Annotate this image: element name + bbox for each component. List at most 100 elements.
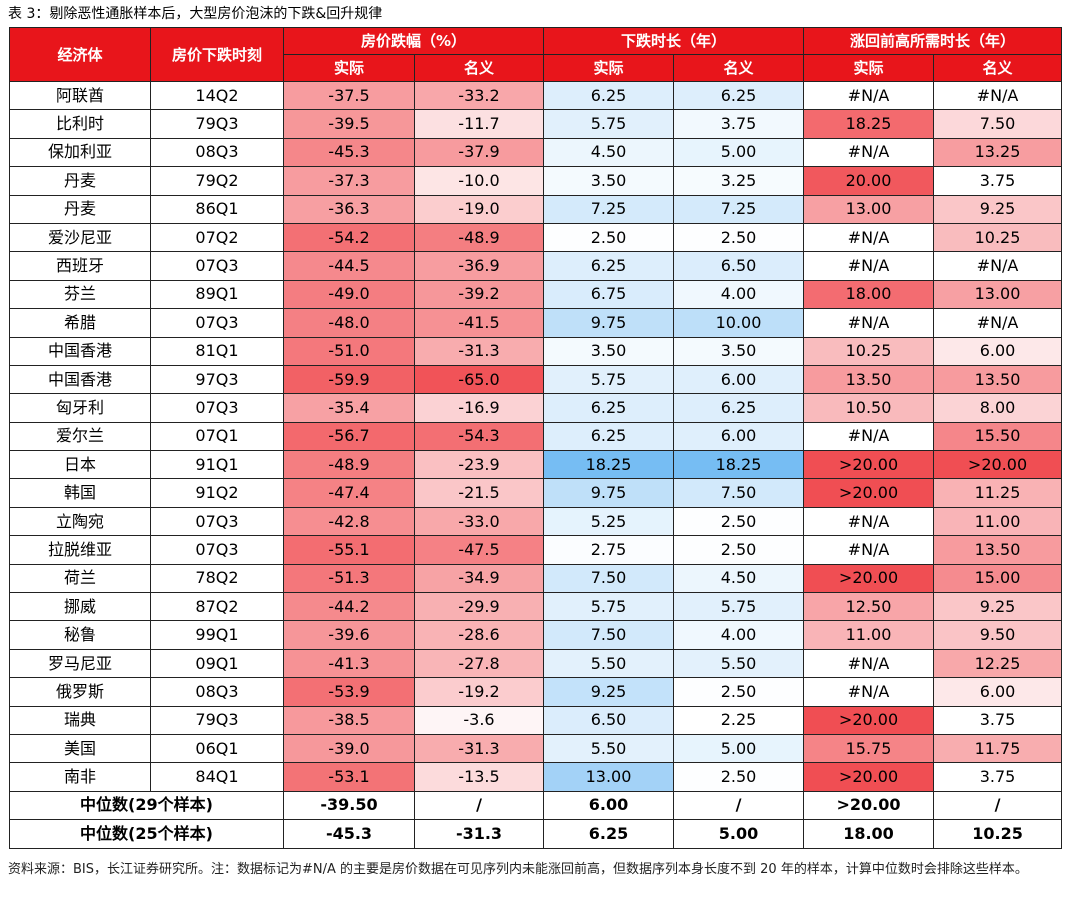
- cell-recovery-real: >20.00: [803, 790, 935, 821]
- cell-duration-real: 5.25: [543, 506, 674, 537]
- header-recovery-real: 实际: [803, 54, 935, 82]
- cell-duration-nominal: 4.50: [672, 563, 805, 594]
- cell-decline-real: -51.0: [283, 336, 415, 366]
- cell-recovery-real: >20.00: [803, 563, 935, 594]
- cell-decline-nominal: -28.6: [414, 620, 544, 650]
- cell-quarter: 09Q1: [150, 648, 284, 679]
- cell-duration-nominal: 3.75: [672, 109, 805, 139]
- cell-decline-nominal: -16.9: [414, 393, 544, 423]
- cell-quarter: 08Q3: [150, 137, 284, 168]
- cell-quarter: 78Q2: [150, 563, 284, 594]
- cell-recovery-real: >20.00: [803, 705, 935, 735]
- cell-recovery-nominal: 15.50: [933, 421, 1063, 452]
- table-row: 拉脱维亚 07Q3 -55.1 -47.5 2.75 2.50 #N/A 13.50: [9, 535, 1063, 565]
- cell-decline-nominal: -19.2: [414, 677, 544, 707]
- cell-decline-real: -45.3: [283, 137, 415, 168]
- table-row: 俄罗斯 08Q3 -53.9 -19.2 9.25 2.50 #N/A 6.00: [9, 677, 1063, 707]
- cell-recovery-nominal: #N/A: [933, 308, 1063, 338]
- cell-duration-nominal: 3.50: [672, 336, 805, 366]
- header-duration-nominal: 名义: [672, 54, 805, 82]
- summary-label: 中位数(25个样本): [9, 819, 284, 849]
- header-recovery: 涨回前高所需时长（年）: [803, 27, 1063, 55]
- cell-duration-nominal: 6.25: [672, 393, 805, 423]
- table-row: 爱沙尼亚 07Q2 -54.2 -48.9 2.50 2.50 #N/A 10.25: [9, 222, 1063, 253]
- cell-quarter: 08Q3: [150, 677, 284, 707]
- header-quarter: 房价下跌时刻: [150, 27, 284, 82]
- cell-duration-real: 6.25: [543, 421, 674, 452]
- cell-decline-real: -53.1: [283, 762, 415, 792]
- cell-quarter: 84Q1: [150, 762, 284, 792]
- cell-economy: 西班牙: [9, 251, 151, 281]
- cell-economy: 阿联酋: [9, 80, 151, 111]
- table-row: 美国 06Q1 -39.0 -31.3 5.50 5.00 15.75 11.75: [9, 733, 1063, 764]
- cell-quarter: 79Q3: [150, 109, 284, 139]
- cell-duration-real: 6.00: [543, 790, 674, 821]
- cell-duration-real: 6.25: [543, 393, 674, 423]
- cell-decline-real: -44.5: [283, 251, 415, 281]
- cell-economy: 保加利亚: [9, 137, 151, 168]
- cell-economy: 韩国: [9, 478, 151, 508]
- cell-decline-nominal: -33.0: [414, 506, 544, 537]
- cell-duration-real: 7.25: [543, 194, 674, 224]
- table-summary: 中位数(29个样本) -39.50/6.00/>20.00/中位数(25个样本) -…: [9, 790, 1063, 849]
- table-row: 中国香港 81Q1 -51.0 -31.3 3.50 3.50 10.25 6.00: [9, 336, 1063, 366]
- cell-recovery-nominal: 3.75: [933, 166, 1063, 196]
- cell-duration-nominal: 7.25: [672, 194, 805, 224]
- cell-duration-nominal: 10.00: [672, 308, 805, 338]
- cell-decline-real: -49.0: [283, 279, 415, 310]
- cell-recovery-nominal: 13.50: [933, 535, 1063, 565]
- table-row: 罗马尼亚 09Q1 -41.3 -27.8 5.50 5.50 #N/A 12.25: [9, 648, 1063, 679]
- cell-economy: 俄罗斯: [9, 677, 151, 707]
- table-row: 日本 91Q1 -48.9 -23.9 18.25 18.25 >20.00 >20.00: [9, 450, 1063, 480]
- cell-decline-nominal: -10.0: [414, 166, 544, 196]
- cell-recovery-nominal: 10.25: [933, 819, 1063, 849]
- cell-recovery-real: #N/A: [803, 308, 935, 338]
- cell-decline-real: -48.0: [283, 308, 415, 338]
- cell-economy: 爱沙尼亚: [9, 222, 151, 253]
- cell-recovery-real: #N/A: [803, 506, 935, 537]
- cell-decline-nominal: -31.3: [414, 336, 544, 366]
- table-row: 中国香港 97Q3 -59.9 -65.0 5.75 6.00 13.50 13.50: [9, 364, 1063, 395]
- source-footnote: 资料来源：BIS，长江证券研究所。注：数据标记为#N/A 的主要是房价数据在可见…: [8, 862, 1028, 877]
- cell-duration-nominal: 4.00: [672, 620, 805, 650]
- cell-quarter: 87Q2: [150, 592, 284, 622]
- cell-quarter: 07Q3: [150, 308, 284, 338]
- cell-decline-real: -37.5: [283, 80, 415, 111]
- cell-economy: 中国香港: [9, 364, 151, 395]
- cell-duration-real: 13.00: [543, 762, 674, 792]
- cell-recovery-nominal: 11.75: [933, 733, 1063, 764]
- table-row: 挪威 87Q2 -44.2 -29.9 5.75 5.75 12.50 9.25: [9, 592, 1063, 622]
- cell-recovery-nominal: 15.00: [933, 563, 1063, 594]
- cell-recovery-real: #N/A: [803, 137, 935, 168]
- cell-recovery-real: #N/A: [803, 421, 935, 452]
- cell-economy: 丹麦: [9, 194, 151, 224]
- table-row: 比利时 79Q3 -39.5 -11.7 5.75 3.75 18.25 7.50: [9, 109, 1063, 139]
- cell-decline-real: -47.4: [283, 478, 415, 508]
- table-row: 阿联酋 14Q2 -37.5 -33.2 6.25 6.25 #N/A #N/A: [9, 80, 1063, 111]
- cell-decline-nominal: -41.5: [414, 308, 544, 338]
- cell-duration-nominal: 2.50: [672, 762, 805, 792]
- cell-decline-nominal: -34.9: [414, 563, 544, 594]
- cell-duration-real: 5.75: [543, 592, 674, 622]
- header-economy: 经济体: [9, 27, 151, 82]
- header-decline-real: 实际: [283, 54, 415, 82]
- cell-quarter: 07Q3: [150, 251, 284, 281]
- cell-duration-nominal: 6.25: [672, 80, 805, 111]
- cell-economy: 荷兰: [9, 563, 151, 594]
- cell-recovery-nominal: 13.00: [933, 279, 1063, 310]
- cell-economy: 希腊: [9, 308, 151, 338]
- cell-duration-nominal: 5.00: [672, 137, 805, 168]
- cell-quarter: 14Q2: [150, 80, 284, 111]
- header-duration: 下跌时长（年）: [542, 27, 805, 55]
- cell-quarter: 86Q1: [150, 194, 284, 224]
- cell-quarter: 06Q1: [150, 733, 284, 764]
- cell-duration-real: 6.25: [543, 819, 674, 849]
- cell-decline-nominal: -36.9: [414, 251, 544, 281]
- table-row: 秘鲁 99Q1 -39.6 -28.6 7.50 4.00 11.00 9.50: [9, 620, 1063, 650]
- cell-economy: 芬兰: [9, 279, 151, 310]
- cell-duration-nominal: 6.00: [672, 364, 805, 395]
- table-caption: 表 3：剔除恶性通胀样本后，大型房价泡沫的下跌&回升规律: [8, 6, 383, 22]
- cell-economy: 丹麦: [9, 166, 151, 196]
- cell-recovery-nominal: 6.00: [933, 677, 1063, 707]
- cell-recovery-real: #N/A: [803, 535, 935, 565]
